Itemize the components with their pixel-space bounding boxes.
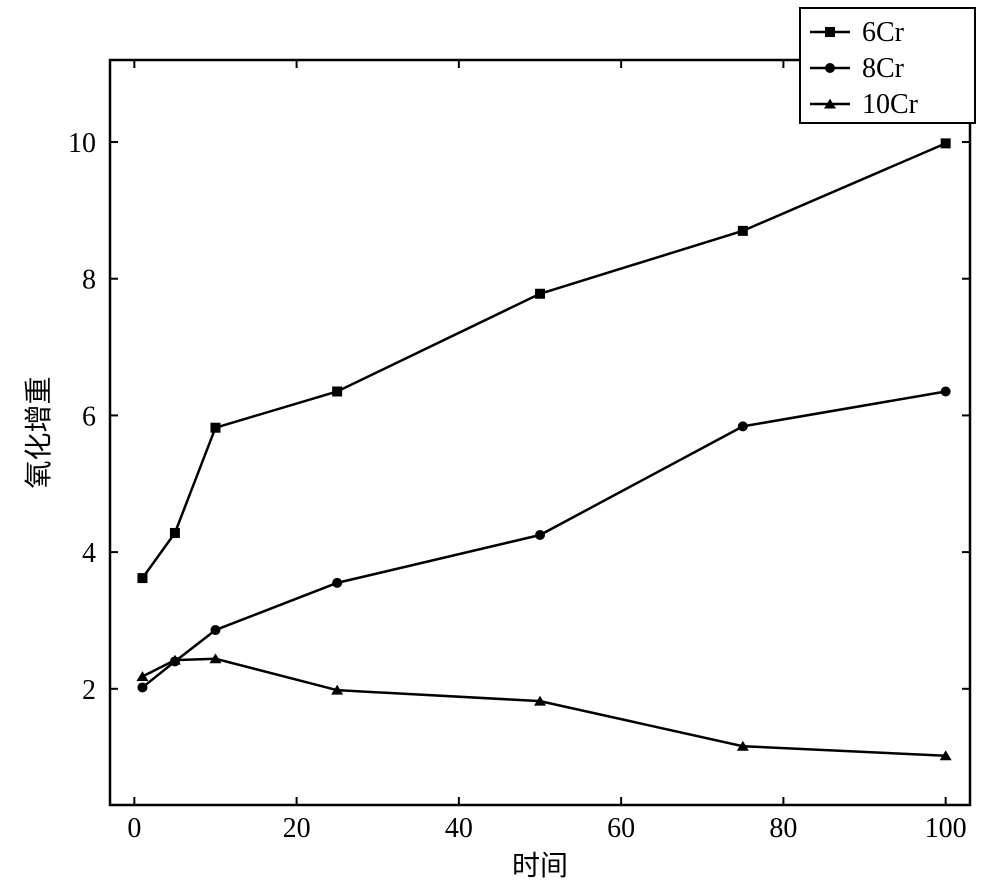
marker-square [738, 226, 748, 236]
legend: 6Cr 8Cr 10Cr [800, 8, 975, 123]
marker-circle [210, 625, 220, 635]
marker-square [941, 138, 951, 148]
oxidation-chart: 0 20 40 60 80 100 2 4 6 8 10 时间 氧化增重 6Cr 8Cr 10Cr [0, 0, 1000, 881]
chart-container: 0 20 40 60 80 100 2 4 6 8 10 时间 氧化增重 6Cr 8Cr 10Cr [0, 0, 1000, 881]
y-axis-label: 氧化增重 [23, 376, 55, 488]
x-tick-label: 40 [445, 813, 473, 844]
series-8Cr [137, 386, 950, 692]
marker-circle [738, 421, 748, 431]
y-tick-label: 6 [82, 401, 96, 432]
marker-circle [825, 63, 835, 73]
marker-square [137, 573, 147, 583]
marker-square [825, 27, 835, 37]
y-tick-label: 2 [82, 675, 96, 706]
legend-label: 6Cr [862, 17, 905, 48]
x-tick-label: 100 [925, 813, 967, 844]
x-tick-label: 0 [127, 813, 141, 844]
x-axis-label: 时间 [512, 850, 568, 881]
marker-circle [137, 682, 147, 692]
marker-square [535, 289, 545, 299]
marker-circle [332, 578, 342, 588]
x-tick-label: 20 [283, 813, 311, 844]
series-6Cr [137, 138, 950, 583]
series-line [142, 391, 945, 687]
series-10Cr [136, 653, 951, 760]
legend-label: 10Cr [862, 89, 919, 120]
marker-square [210, 423, 220, 433]
y-tick-label: 10 [68, 128, 96, 159]
y-tick-label: 4 [82, 538, 96, 569]
marker-triangle [136, 671, 148, 681]
y-tick-label: 8 [82, 265, 96, 296]
legend-label: 8Cr [862, 53, 905, 84]
series-line [142, 143, 945, 578]
x-tick-label: 60 [607, 813, 635, 844]
marker-circle [535, 530, 545, 540]
series-line [142, 659, 945, 756]
plot-frame [110, 60, 970, 805]
marker-circle [941, 386, 951, 396]
marker-square [332, 386, 342, 396]
x-tick-label: 80 [769, 813, 797, 844]
marker-square [170, 528, 180, 538]
